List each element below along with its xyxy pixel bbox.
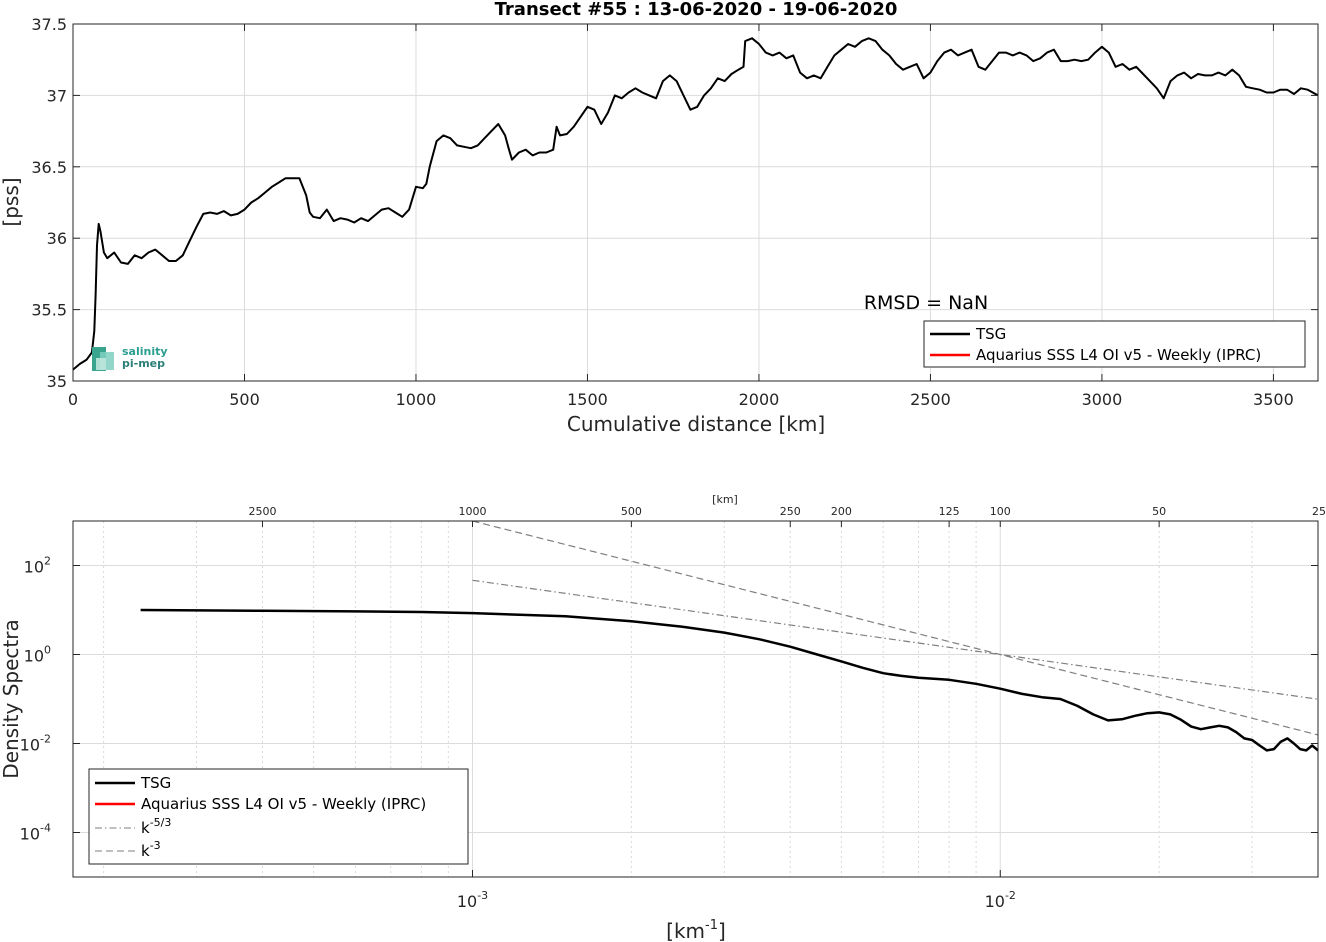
bottom-legend-k53-sup: -5/3 bbox=[150, 816, 172, 829]
bottom-legend: TSG Aquarius SSS L4 OI v5 - Weekly (IPRC… bbox=[88, 768, 469, 865]
bottom-ytick-sup: 0 bbox=[44, 644, 51, 657]
bottom-series-line-2 bbox=[472, 579, 1319, 700]
logo-text-pimep: pi-mep bbox=[122, 357, 165, 370]
bottom-xtick-label: 10-3 bbox=[457, 889, 488, 911]
top-ytick-label: 36 bbox=[47, 229, 67, 248]
bottom-top-tick-label: 100 bbox=[990, 505, 1011, 518]
bottom-legend-tsg-label: TSG bbox=[140, 774, 171, 792]
bottom-top-tick-label: 200 bbox=[831, 505, 852, 518]
top-xtick-label: 2000 bbox=[739, 390, 780, 409]
top-ticks: 0 500 1000 1500 2000 2500 3000 3500 35 35.5 36 36.5… bbox=[31, 15, 1318, 409]
bottom-ytick-sup: 2 bbox=[44, 555, 51, 568]
bottom-ytick-label: 102 bbox=[24, 555, 51, 577]
bottom-xlabel-sup: -1 bbox=[705, 918, 718, 933]
bottom-xtick-base: 10 bbox=[985, 892, 1005, 911]
bottom-ytick-base: 10 bbox=[24, 647, 44, 666]
bottom-top-tick-label: 50 bbox=[1152, 505, 1166, 518]
top-series-line-0 bbox=[72, 37, 1319, 371]
salinity-pi-mep-logo: salinity pi-mep bbox=[92, 345, 168, 371]
top-ylabel: [pss] bbox=[0, 177, 23, 226]
bottom-ytick-sup: -4 bbox=[40, 822, 51, 835]
bottom-xtick-base: 10 bbox=[457, 892, 477, 911]
bottom-top-tick-label: 25 bbox=[1312, 505, 1326, 518]
bottom-top-tick-label: 250 bbox=[780, 505, 801, 518]
bottom-xlabel: [km-1] bbox=[666, 918, 726, 942]
top-xtick-label: 3000 bbox=[1082, 390, 1123, 409]
bottom-legend-box bbox=[88, 768, 469, 865]
logo-block-pale bbox=[96, 358, 106, 370]
bottom-legend-k3-sup: -3 bbox=[150, 839, 161, 852]
logo-text-salinity: salinity bbox=[122, 345, 168, 358]
top-xtick-label: 1500 bbox=[567, 390, 608, 409]
bottom-top-tick-label: 500 bbox=[621, 505, 642, 518]
top-chart-title: Transect #55 : 13-06-2020 - 19-06-2020 bbox=[495, 0, 898, 20]
bottom-xlabel-base: [km bbox=[666, 919, 705, 942]
top-ytick-label: 37.5 bbox=[31, 15, 67, 34]
bottom-top-axis-label: [km] bbox=[712, 493, 738, 506]
bottom-plot-frame bbox=[72, 520, 1319, 878]
bottom-top-tick-label: 2500 bbox=[248, 505, 276, 518]
top-xtick-label: 1000 bbox=[396, 390, 437, 409]
bottom-legend-aquarius-label: Aquarius SSS L4 OI v5 - Weekly (IPRC) bbox=[141, 795, 426, 813]
top-ytick-label: 35.5 bbox=[31, 301, 67, 320]
bottom-legend-k53-base: k bbox=[141, 819, 150, 837]
bottom-ytick-label: 10-2 bbox=[20, 733, 51, 755]
bottom-ytick-label: 100 bbox=[24, 644, 51, 666]
bottom-xlabel-tail: ] bbox=[718, 919, 726, 942]
top-legend: TSG Aquarius SSS L4 OI v5 - Weekly (IPRC… bbox=[923, 320, 1306, 368]
bottom-ytick-base: 10 bbox=[20, 736, 40, 755]
top-legend-tsg-label: TSG bbox=[975, 325, 1006, 343]
bottom-legend-k3-label: k-3 bbox=[141, 839, 161, 860]
bottom-top-tick-label: 125 bbox=[939, 505, 960, 518]
bottom-series bbox=[140, 520, 1319, 752]
bottom-legend-k3-base: k bbox=[141, 842, 150, 860]
top-xtick-label: 2500 bbox=[910, 390, 951, 409]
bottom-ytick-label: 10-4 bbox=[20, 822, 51, 844]
top-xtick-label: 3500 bbox=[1253, 390, 1294, 409]
top-xtick-label: 500 bbox=[229, 390, 260, 409]
top-legend-box bbox=[923, 320, 1306, 368]
top-xlabel: Cumulative distance [km] bbox=[567, 412, 825, 436]
bottom-ytick-base: 10 bbox=[24, 558, 44, 577]
bottom-ytick-base: 10 bbox=[20, 825, 40, 844]
bottom-xtick-label: 10-2 bbox=[985, 889, 1016, 911]
top-chart: Transect #55 : 13-06-2020 - 19-06-2020 0… bbox=[0, 0, 1319, 436]
bottom-ylabel: Density Spectra bbox=[0, 619, 23, 778]
bottom-series-line-0 bbox=[140, 608, 1319, 752]
bottom-series-line-3 bbox=[472, 520, 1319, 736]
top-ytick-label: 37 bbox=[47, 86, 67, 105]
rmsd-annotation: RMSD = NaN bbox=[864, 292, 988, 314]
top-series bbox=[72, 37, 1319, 371]
bottom-xtick-sup: -2 bbox=[1005, 889, 1016, 902]
bottom-top-tick-label: 1000 bbox=[458, 505, 486, 518]
top-legend-aquarius-label: Aquarius SSS L4 OI v5 - Weekly (IPRC) bbox=[976, 346, 1261, 364]
top-ytick-label: 36.5 bbox=[31, 158, 67, 177]
bottom-legend-k53-label: k-5/3 bbox=[141, 816, 171, 837]
top-ytick-label: 35 bbox=[47, 372, 67, 391]
top-xtick-label: 0 bbox=[68, 390, 78, 409]
bottom-xtick-sup: -3 bbox=[477, 889, 488, 902]
bottom-ytick-sup: -2 bbox=[40, 733, 51, 746]
top-plot-frame bbox=[72, 23, 1319, 382]
